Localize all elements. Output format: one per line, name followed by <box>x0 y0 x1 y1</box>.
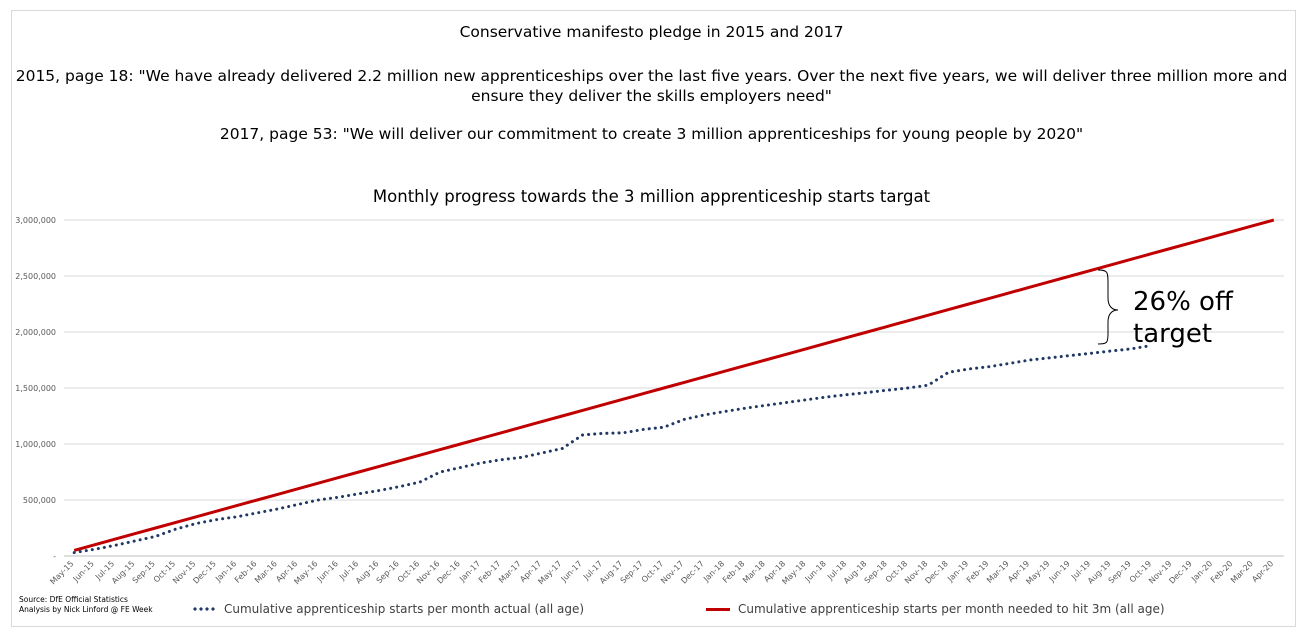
x-tick-label: Mar-20 <box>1229 559 1255 585</box>
legend-label-actual: Cumulative apprenticeship starts per mon… <box>224 602 585 616</box>
series-line-actual <box>72 343 1154 555</box>
source-line: Source: DfE Official Statistics <box>19 595 128 604</box>
legend-item-actual: Cumulative apprenticeship starts per mon… <box>192 602 584 616</box>
legend-label-target: Cumulative apprenticeship starts per mon… <box>738 602 1165 616</box>
annotation-text: 26% off target <box>1133 287 1233 349</box>
quote-2017: 2017, page 53: "We will deliver our comm… <box>219 125 1084 143</box>
x-tick-label: Dec-17 <box>679 559 706 586</box>
y-tick-label: 3,000,000 <box>15 216 56 225</box>
y-tick-label: 1,000,000 <box>15 440 56 449</box>
x-tick-label: Sep-16 <box>375 559 401 585</box>
y-tick-label: 2,500,000 <box>15 272 56 281</box>
source-note: Source: DfE Official Statistics Analysis… <box>19 595 153 615</box>
solid-line-swatch <box>706 607 730 611</box>
y-tick-label: 1,500,000 <box>15 384 56 393</box>
x-tick-label: Dec-19 <box>1167 559 1194 586</box>
x-tick-label: Dec-18 <box>923 559 950 586</box>
y-tick-label: - <box>53 552 56 561</box>
x-axis: May-15Jun-15Jul-15Aug-15Sep-15Oct-15Nov-… <box>48 555 1284 586</box>
x-tick-label: Mar-17 <box>497 559 523 585</box>
dotted-line-swatch <box>192 607 216 611</box>
x-tick-label: May-15 <box>48 559 75 586</box>
analysis-credit: Analysis by Nick Linford @ FE Week <box>19 605 153 614</box>
x-tick-label: Mar-16 <box>253 559 279 585</box>
quote-2015: 2015, page 18: "We have already delivere… <box>15 67 1288 105</box>
legend-item-target: Cumulative apprenticeship starts per mon… <box>706 602 1165 616</box>
x-tick-label: Mar-18 <box>741 559 767 585</box>
chart-title: Monthly progress towards the 3 million a… <box>372 187 931 206</box>
x-tick-label: Dec-15 <box>191 559 218 586</box>
x-tick-label: Dec-16 <box>435 559 462 586</box>
x-tick-label: Jun-18 <box>803 559 828 584</box>
annotation-brace <box>1097 269 1119 345</box>
y-tick-label: 500,000 <box>23 496 56 505</box>
page-title: Conservative manifesto pledge in 2015 an… <box>459 23 844 41</box>
x-tick-label: Sep-18 <box>863 559 889 585</box>
x-tick-label: Apr-20 <box>1250 559 1275 584</box>
x-tick-label: Sep-17 <box>619 559 645 585</box>
x-tick-label: Mar-19 <box>985 559 1011 585</box>
x-tick-label: Sep-19 <box>1107 559 1133 585</box>
x-tick-label: Jun-15 <box>71 559 96 584</box>
series-group <box>72 218 1275 555</box>
chart-frame <box>11 10 1296 627</box>
y-tick-label: 2,000,000 <box>15 328 56 337</box>
x-tick-label: Jun-19 <box>1047 559 1072 584</box>
y-axis: - 500,000 1,000,000 1,500,000 2,000,000 2,500… <box>15 216 56 561</box>
series-line-target <box>73 218 1275 552</box>
x-tick-label: Jun-16 <box>315 559 340 584</box>
x-tick-label: Sep-15 <box>131 559 157 585</box>
x-tick-label: Jun-17 <box>559 559 584 584</box>
